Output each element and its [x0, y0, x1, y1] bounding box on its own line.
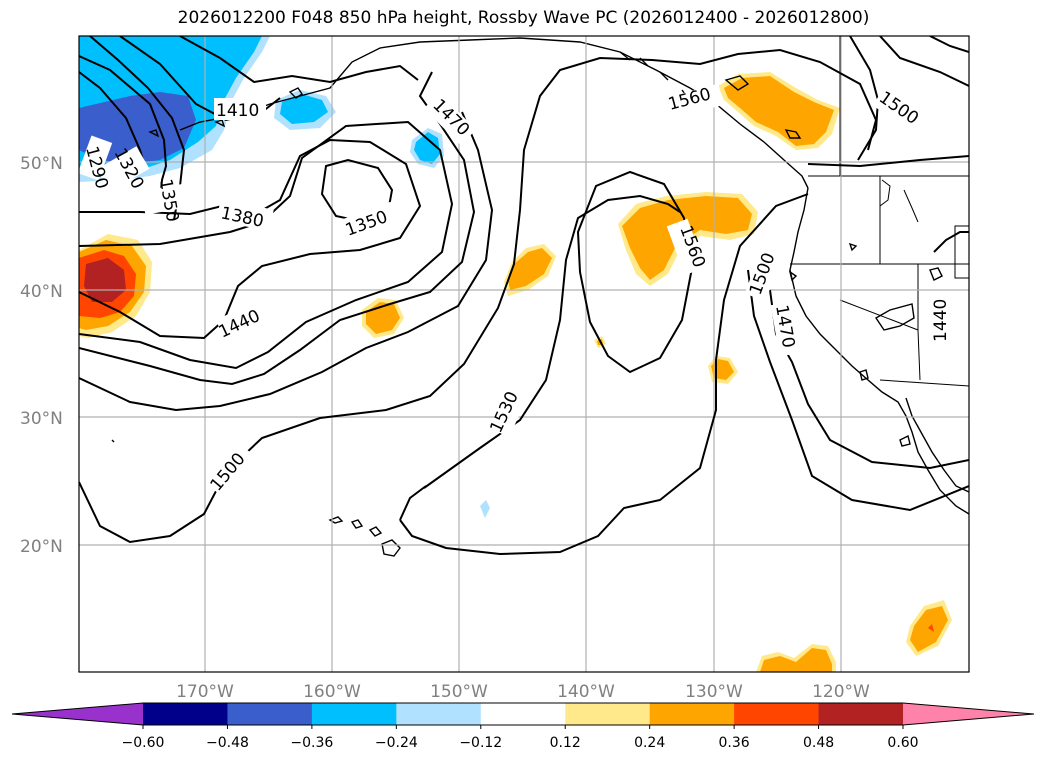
lon-label-120w: 120°W	[812, 682, 870, 702]
colorbar-segment	[396, 703, 482, 725]
contour-label: 1440	[931, 299, 951, 342]
lat-label-20n: 20°N	[20, 537, 63, 557]
lon-label-170w: 170°W	[176, 682, 234, 702]
colorbar: −0.60 −0.48 −0.36 −0.24 −0.12 0.12 0.24 0.36 0.4…	[11, 702, 1035, 751]
colorbar-ticks: −0.60 −0.48 −0.36 −0.24 −0.12 0.12 0.24 0.36 0.4…	[122, 725, 919, 751]
colorbar-tick-label: −0.24	[375, 735, 418, 751]
lon-label-160w: 160°W	[303, 682, 361, 702]
lon-label-130w: 130°W	[685, 682, 743, 702]
colorbar-segment	[143, 703, 228, 725]
lat-label-40n: 40°N	[20, 282, 63, 302]
colorbar-segment	[734, 703, 820, 725]
colorbar-extend-max	[903, 703, 1034, 725]
colorbar-tick-label: 0.24	[634, 735, 665, 751]
negative-anomaly-shading	[79, 36, 490, 518]
positive-anomaly-shading	[79, 72, 952, 672]
colorbar-tick-label: 0.48	[803, 735, 834, 751]
colorbar-segments	[12, 703, 1034, 725]
map-frame	[78, 35, 970, 673]
longitude-labels: 170°W 160°W 150°W 140°W 130°W 120°W	[176, 682, 870, 702]
colorbar-segment	[311, 703, 397, 725]
colorbar-segment	[649, 703, 735, 725]
latitude-labels: 50°N 40°N 30°N 20°N	[20, 154, 63, 557]
contour-label-halos	[79, 83, 951, 498]
map-title: 2026012200 F048 850 hPa height, Rossby W…	[177, 8, 870, 28]
colorbar-tick-label: −0.36	[290, 735, 333, 751]
colorbar-extend-min	[12, 703, 143, 725]
political-borders	[790, 36, 969, 387]
colorbar-tick-label: 0.36	[719, 735, 750, 751]
lat-label-30n: 30°N	[20, 409, 63, 429]
lat-label-50n: 50°N	[20, 154, 63, 174]
colorbar-segment	[565, 703, 651, 725]
colorbar-tick-label: −0.48	[206, 735, 249, 751]
colorbar-tick-label: −0.60	[122, 735, 165, 751]
contour-label: 1410	[216, 101, 259, 121]
colorbar-tick-label: −0.12	[459, 735, 502, 751]
lon-label-150w: 150°W	[430, 682, 488, 702]
colorbar-segment	[227, 703, 313, 725]
colorbar-tick-label: 0.12	[550, 735, 581, 751]
colorbar-segment	[818, 703, 904, 725]
colorbar-tick-label: 0.60	[887, 735, 918, 751]
colorbar-segment	[480, 703, 566, 725]
lon-label-140w: 140°W	[557, 682, 615, 702]
